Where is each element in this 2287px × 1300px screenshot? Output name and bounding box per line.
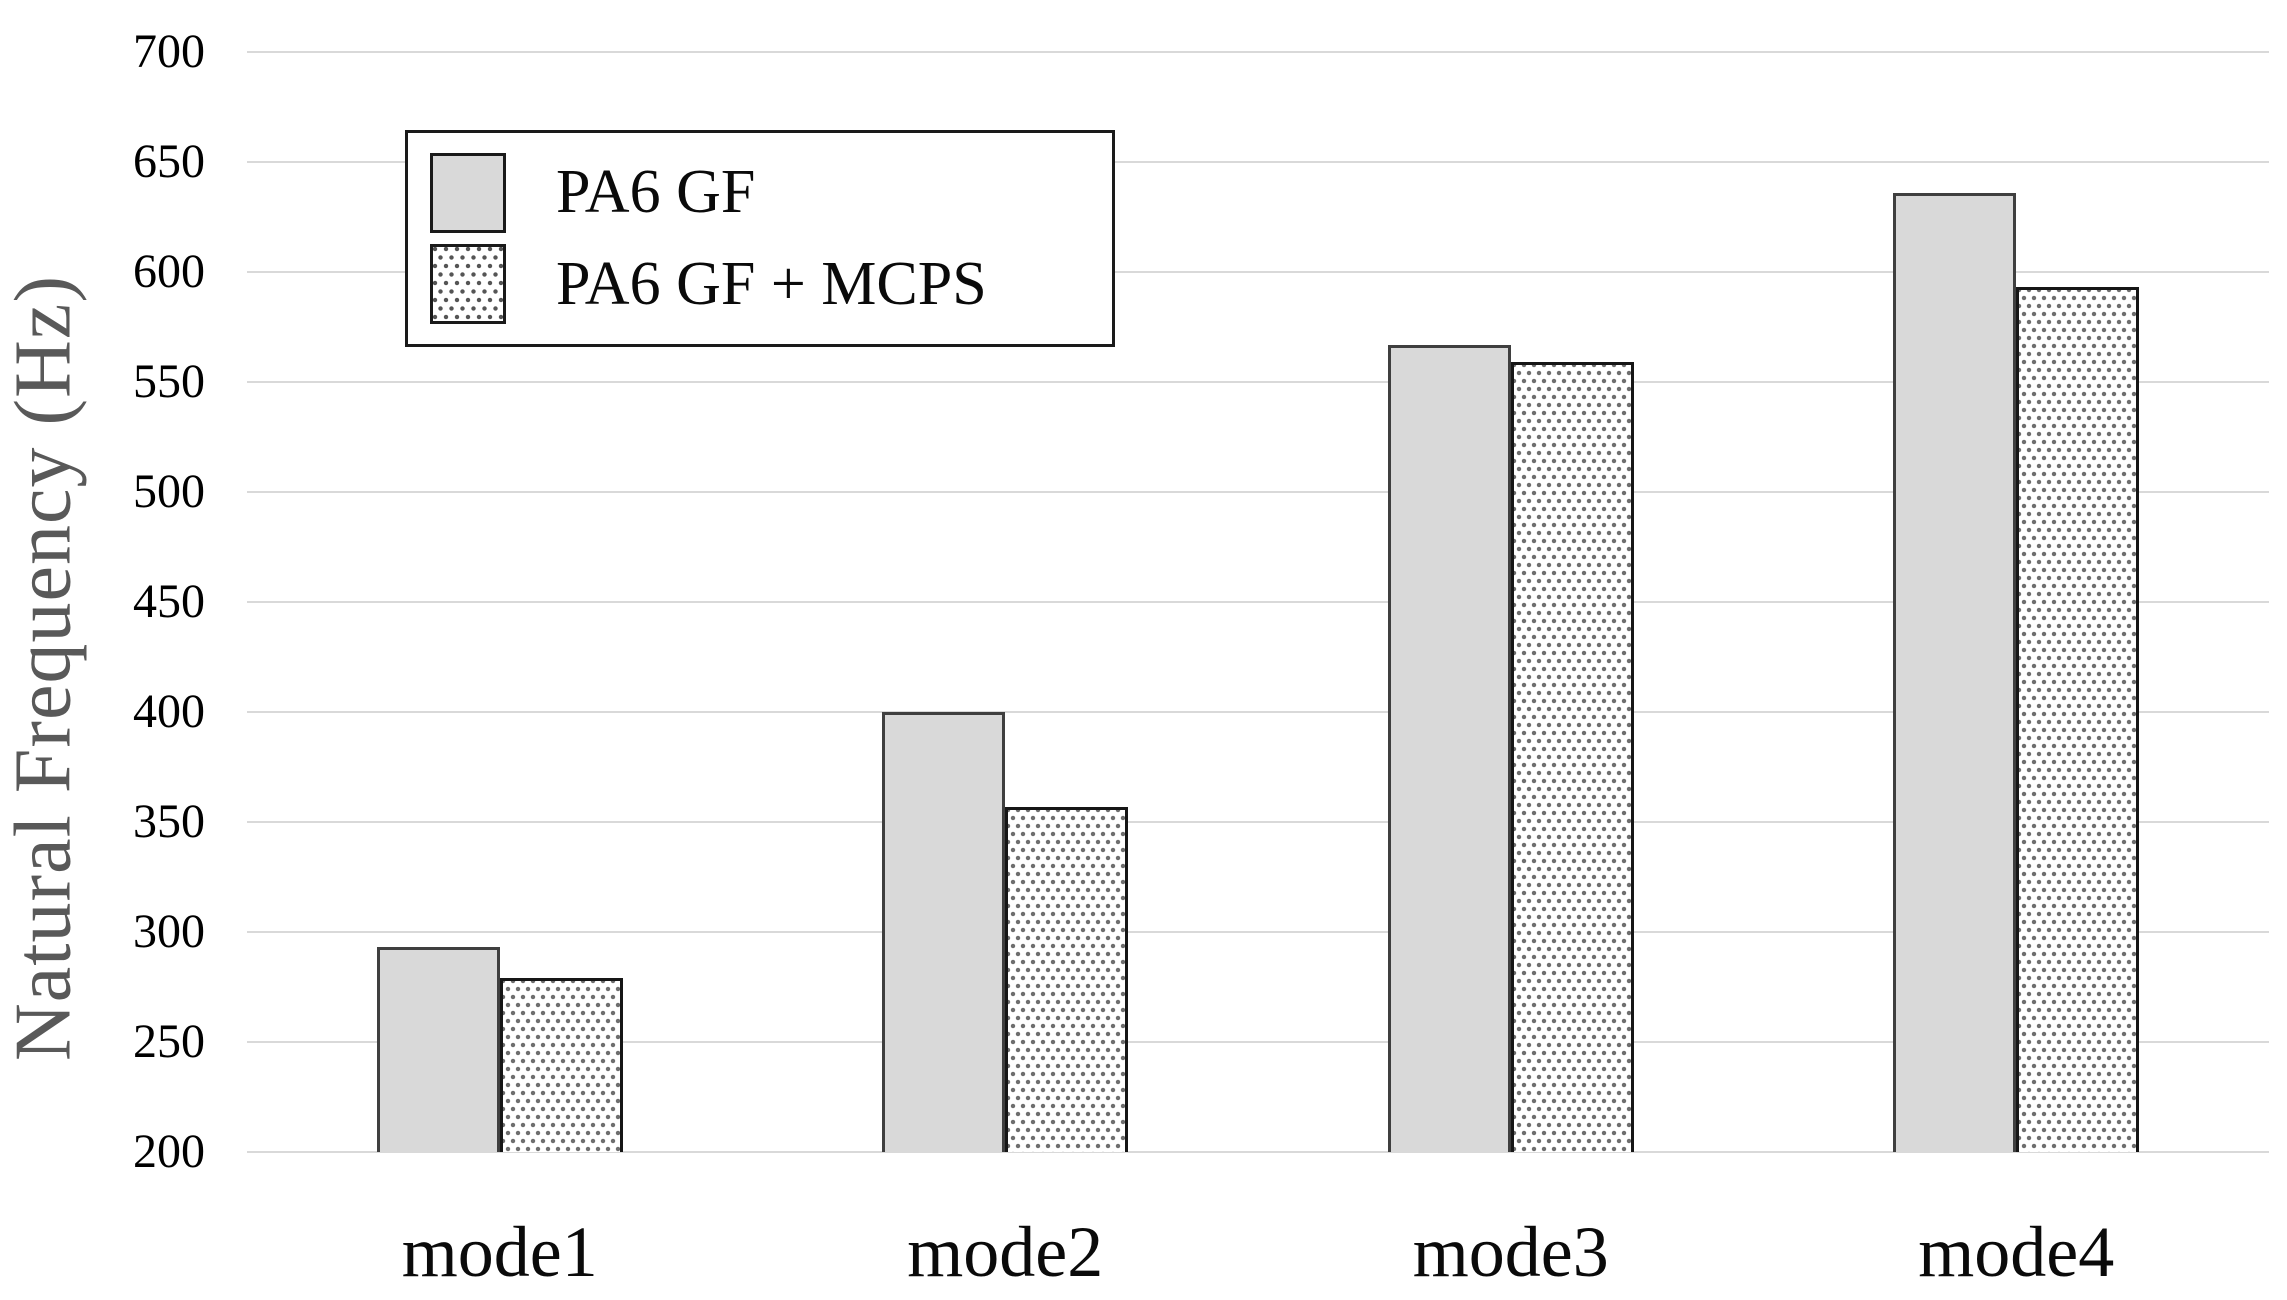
gridline — [247, 821, 2269, 823]
y-tick-label: 700 — [133, 25, 205, 78]
gridline — [247, 381, 2269, 383]
legend-label: PA6 GF — [556, 158, 756, 227]
x-category-label: mode1 — [401, 1212, 598, 1292]
bar-mode1-pa6gf — [376, 947, 500, 1152]
gridline — [247, 1151, 2269, 1153]
bar-mode3-pa6gf-mcps — [1510, 362, 1634, 1152]
y-tick-label: 300 — [133, 905, 205, 958]
bar-mode3-pa6gf — [1387, 344, 1511, 1152]
legend-item-pa6gf: PA6 GF — [430, 151, 1112, 235]
y-tick-label: 450 — [133, 575, 205, 628]
bar-mode1-pa6gf-mcps — [499, 978, 623, 1152]
gridline — [247, 51, 2269, 53]
gridline — [247, 601, 2269, 603]
gridline — [247, 161, 2269, 163]
x-category-label: mode2 — [907, 1212, 1104, 1292]
gridline — [247, 271, 2269, 273]
solid-gray-swatch-icon — [430, 152, 506, 233]
bar-mode2-pa6gf-mcps — [1005, 806, 1129, 1152]
x-category-label: mode4 — [1918, 1212, 2115, 1292]
gridline — [247, 711, 2269, 713]
bar-mode4-pa6gf-mcps — [2016, 287, 2140, 1152]
x-category-label: mode3 — [1412, 1212, 1609, 1292]
legend: PA6 GF PA6 GF + MCPS — [405, 130, 1115, 347]
y-tick-label: 650 — [133, 135, 205, 188]
y-tick-label: 250 — [133, 1015, 205, 1068]
gridline — [247, 1041, 2269, 1043]
dotted-swatch-icon — [430, 244, 506, 325]
gridline — [247, 931, 2269, 933]
legend-label: PA6 GF + MCPS — [556, 249, 987, 318]
y-tick-label: 400 — [133, 685, 205, 738]
y-tick-label: 200 — [133, 1125, 205, 1178]
bar-mode2-pa6gf — [882, 712, 1006, 1152]
y-tick-label: 500 — [133, 465, 205, 518]
legend-item-pa6gf-mcps: PA6 GF + MCPS — [430, 242, 1112, 326]
bar-mode4-pa6gf — [1893, 192, 2017, 1152]
y-tick-label: 550 — [133, 355, 205, 408]
y-tick-label: 350 — [133, 795, 205, 848]
gridline — [247, 491, 2269, 493]
y-tick-label: 600 — [133, 245, 205, 298]
